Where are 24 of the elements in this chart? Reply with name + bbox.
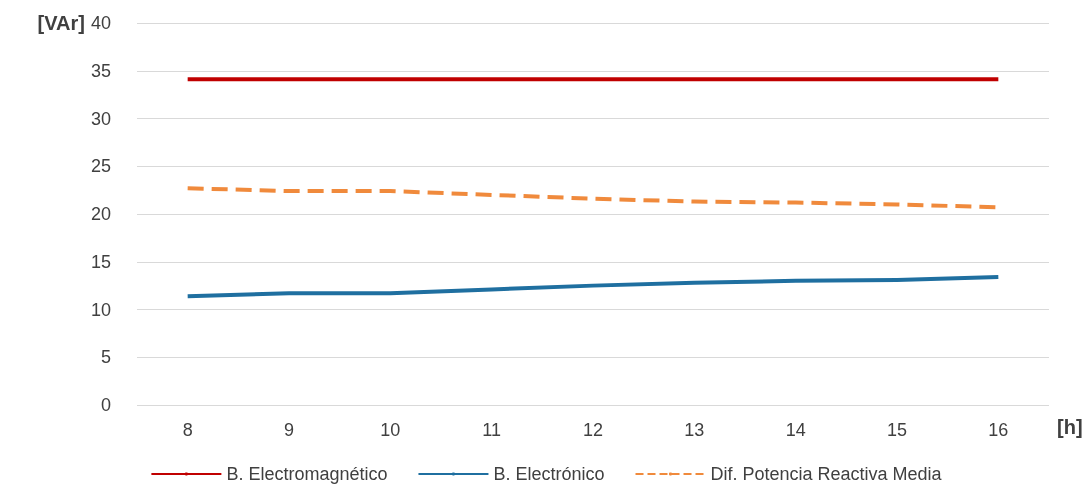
- y-tick-label: 10: [90, 299, 111, 320]
- x-tick-label: 10: [380, 420, 401, 440]
- y-tick-label: 0: [100, 395, 111, 415]
- legend-label: B. Electromagnético: [226, 464, 388, 484]
- x-tick-label: 16: [988, 420, 1009, 440]
- y-tick-label: 30: [90, 108, 111, 129]
- x-tick-label: 13: [684, 420, 705, 440]
- x-tick-label: 9: [283, 420, 295, 440]
- legend-label: Dif. Potencia Reactiva Media: [710, 464, 943, 484]
- y-tick-label: 20: [90, 204, 111, 224]
- x-tick-label: 14: [785, 420, 806, 440]
- x-tick-label: 15: [886, 420, 908, 440]
- y-tick-label: 5: [100, 347, 111, 368]
- y-tick-label: 25: [90, 156, 111, 177]
- x-axis-title: [h]: [1057, 416, 1083, 438]
- y-tick-label: 15: [90, 251, 111, 272]
- x-tick-label: 8: [182, 420, 193, 440]
- line-series: [185, 275, 1001, 299]
- y-axis-title: [VAr]: [37, 12, 85, 34]
- x-tick-label: 12: [582, 420, 604, 440]
- x-tick-label: 11: [482, 420, 502, 440]
- y-tick-label: 40: [90, 13, 111, 33]
- y-tick-label: 35: [90, 60, 111, 81]
- legend-label: B. Electrónico: [493, 464, 605, 484]
